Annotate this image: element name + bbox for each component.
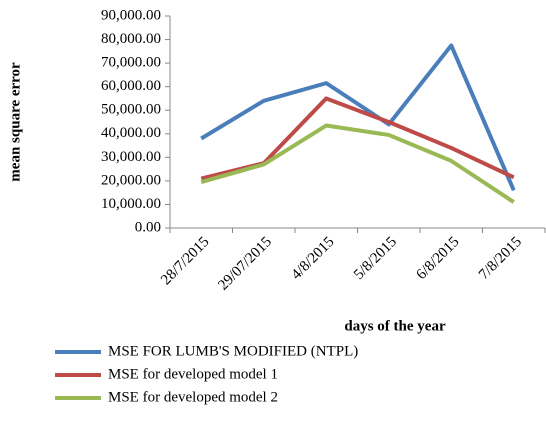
y-tick-label: 50,000.00 [101,102,161,118]
y-tick-label: 10,000.00 [101,196,161,212]
y-tick-label: 70,000.00 [101,55,161,71]
legend-label: MSE FOR LUMB'S MODIFIED (NTPL) [108,343,358,359]
x-tick-label: 4/8/2015 [288,234,337,283]
x-tick-label: 5/8/2015 [351,234,400,283]
series-line [200,43,516,192]
y-tick-label: 20,000.00 [101,172,161,188]
y-tick-label: 30,000.00 [101,149,161,165]
legend-label: MSE for developed model 1 [108,366,278,382]
y-tick-label: 60,000.00 [101,78,161,94]
x-tick-label: 28/7/2015 [158,234,212,288]
series-line [200,123,515,204]
y-tick-label: 80,000.00 [101,31,161,47]
y-axis-title: mean square error [7,62,23,182]
x-tick-label: 7/8/2015 [476,234,525,283]
x-tick-label: 29/07/2015 [215,234,275,294]
y-tick-label: 40,000.00 [101,125,161,141]
x-tick-label: 6/8/2015 [413,234,462,283]
x-axis-title: days of the year [344,318,446,334]
y-tick-label: 0.00 [135,219,161,235]
y-tick-label: 90,000.00 [101,7,161,23]
legend-label: MSE for developed model 2 [108,389,278,405]
